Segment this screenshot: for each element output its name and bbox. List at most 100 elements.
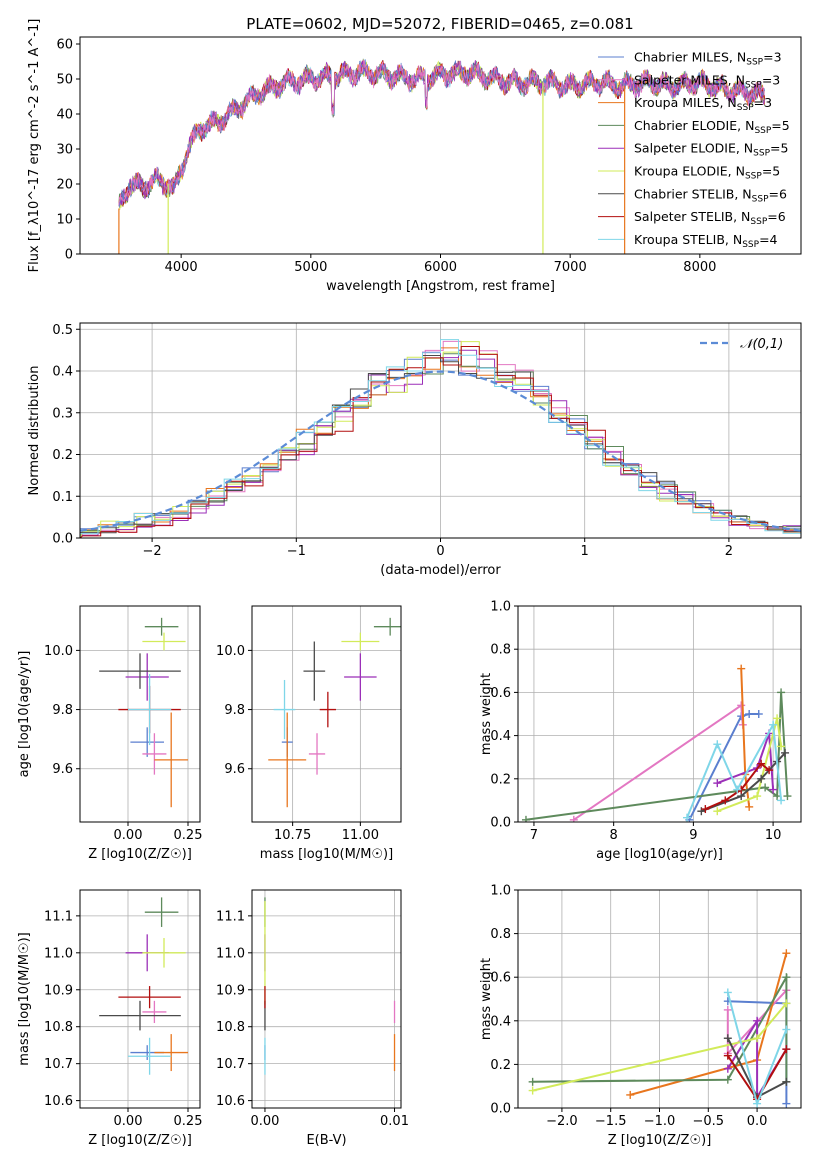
weight-marker [753,1034,762,1043]
data-point-errorbar [308,733,326,775]
x-axis-label: (data-model)/error [380,563,501,578]
weight-marker [733,785,742,794]
weight-marker [782,973,791,982]
x-tick-label: −1 [287,544,306,559]
plot-area [268,617,401,808]
weight-marker [765,766,774,775]
weight-marker [783,792,792,801]
x-tick-label: 2 [725,544,733,559]
weight-marker [753,1099,762,1108]
x-tick-label: 7000 [554,260,587,275]
x-tick-label: 10.75 [274,828,311,843]
x-tick-label: 9 [689,828,697,843]
x-tick-label: 11.00 [342,828,379,843]
y-tick-label: 10.7 [44,1057,73,1072]
spectrum-line [118,59,766,207]
y-tick-label: 10.8 [44,1020,73,1035]
y-tick-label: 0.8 [490,927,511,942]
weight-marker [626,1090,635,1099]
panel-weight-vs-age: 7 8 9 10 0.0 0.2 0.4 0.6 0.8 1.0 age [log10(age/yr… [479,600,802,862]
x-tick-label: −0.5 [693,1114,725,1129]
data-point-errorbar [130,727,164,757]
axes-frame [79,605,201,823]
data-point-errorbar [142,632,186,651]
x-tick-label: 0.00 [250,1114,279,1129]
plot-area [99,617,188,808]
y-tick-label: 1.0 [490,600,511,615]
histogram-series [80,339,801,538]
y-tick-label: 0.6 [490,971,511,986]
data-point-errorbar [373,617,401,636]
weight-marker [745,802,754,811]
y-tick-label: 0.6 [490,686,511,701]
y-tick-label: 10.7 [216,1057,245,1072]
y-tick-label: 0 [65,248,73,263]
data-point-errorbar [154,1034,188,1072]
panel-residuals: −2 −1 0 1 2 0.0 0.1 0.2 0.3 0.4 0.5 (data-model)/er… [27,322,802,578]
axes-frame [251,605,402,823]
y-tick-label: 9.8 [52,703,73,718]
x-axis-label: mass [log10(M/M☉)] [260,847,393,862]
weight-marker [723,1064,732,1073]
data-point-errorbar [344,653,377,701]
y-tick-label: 50 [56,73,73,88]
data-point-errorbar [142,1000,167,1024]
plot-area [528,949,791,1108]
y-tick-label: 30 [56,143,73,158]
x-tick-label: 5000 [294,260,327,275]
x-tick-label: 8 [610,828,618,843]
y-tick-label: 0.2 [490,1058,511,1073]
data-point-errorbar [154,712,188,808]
weight-marker [737,664,746,673]
weight-marker [713,740,722,749]
y-axis-label: age [log10(age/yr)] [17,651,32,778]
y-tick-label: 60 [56,38,73,53]
y-tick-label: 9.8 [224,703,245,718]
weight-marker [782,1099,791,1108]
x-tick-label: 0.00 [114,1114,143,1129]
weight-marker [701,805,710,814]
weight-marker [782,1077,791,1086]
x-tick-label: −2.0 [546,1114,578,1129]
axes-frame [251,889,402,1109]
y-tick-label: 0.0 [490,1102,511,1117]
weight-marker [753,1016,762,1025]
y-tick-label: 0.3 [52,406,73,421]
x-tick-label: 10 [765,828,782,843]
weight-marker [723,1075,732,1084]
data-point-errorbar [118,986,181,1009]
y-tick-label: 0.0 [52,532,73,547]
x-tick-label: 0.25 [174,828,203,843]
y-tick-label: 0.2 [490,772,511,787]
y-tick-label: 10.0 [216,644,245,659]
y-tick-label: 11.0 [44,946,73,961]
legend-label: Salpeter ELODIE, NSSP=5 [634,141,788,159]
legend-label: Salpeter MILES, NSSP=3 [634,72,780,90]
y-tick-label: 11.1 [44,909,73,924]
plot-area [118,58,766,254]
y-tick-label: 0.4 [490,1014,511,1029]
data-point-errorbar [125,653,169,701]
y-tick-label: 1.0 [490,884,511,899]
y-tick-label: 0.8 [490,643,511,658]
panel-age-vs-Z: 0.00 0.25 9.6 9.8 10.0 Z [log10(Z/Z☉)] age [lo… [17,605,203,862]
y-tick-label: 11.1 [216,909,245,924]
data-point-errorbar [142,938,186,968]
x-tick-label: 0.0 [747,1114,768,1129]
y-axis-label: Flux [f_λ10^-17 erg cm^-2 s^-1 A^-1] [27,19,42,273]
x-axis-label: wavelength [Angstrom, rest frame] [326,279,555,294]
y-axis-label: mass weight [479,958,494,1040]
legend-label: Kroupa STELIB, NSSP=4 [634,232,778,250]
plot-area [99,897,188,1075]
weight-marker [723,1034,732,1043]
x-tick-label: 7 [530,828,538,843]
data-point-errorbar [128,1037,172,1075]
weight-marker [713,807,722,816]
data-point-errorbar [99,653,181,689]
weight-marker [777,688,786,697]
x-axis-label: Z [log10(Z/Z☉)] [88,1133,192,1148]
weight-marker [782,1025,791,1034]
weight-series-line [688,713,759,821]
weight-marker [782,999,791,1008]
